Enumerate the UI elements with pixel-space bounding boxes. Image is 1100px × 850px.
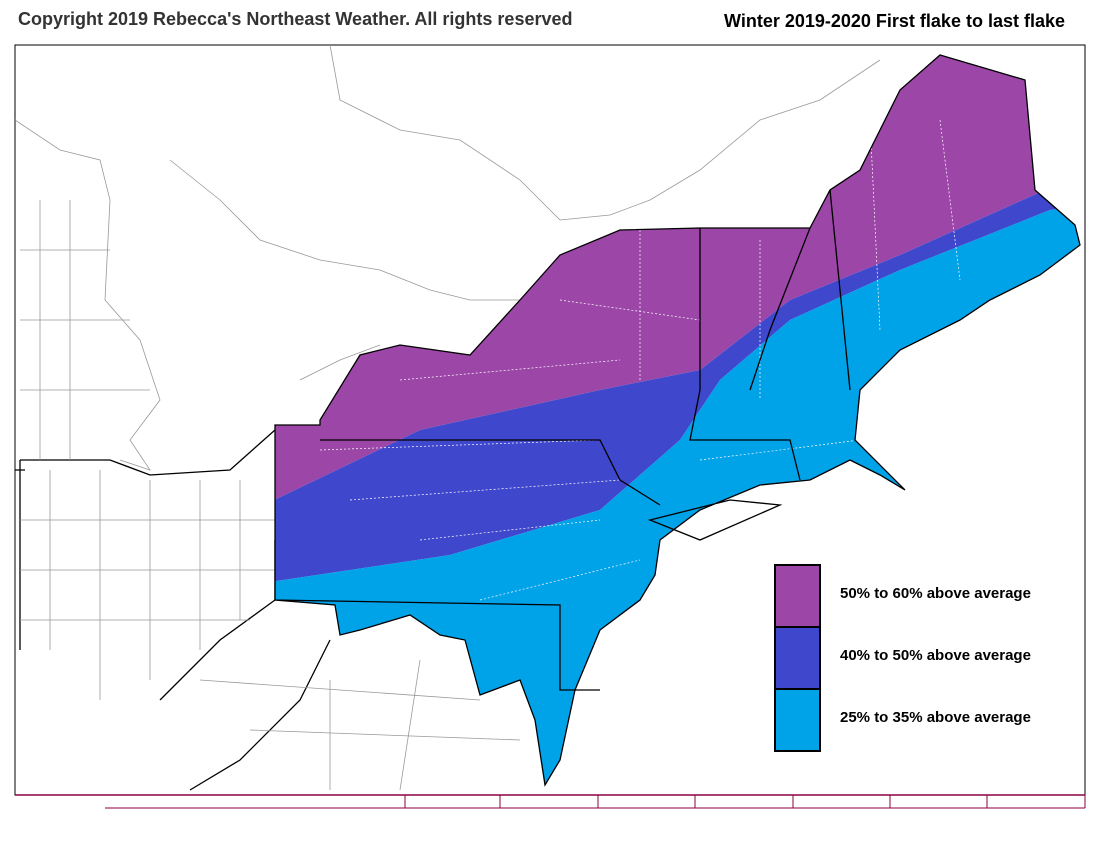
bottom-scale [105,795,1086,809]
legend-label: 25% to 35% above average [840,709,1031,726]
legend-label: 50% to 60% above average [840,585,1031,602]
title: Winter 2019-2020 First flake to last fla… [724,11,1065,31]
legend-swatch [774,688,821,752]
legend-swatch [774,626,821,690]
background-lines [14,44,881,791]
legend-label: 40% to 50% above average [840,647,1031,664]
copyright: Copyright 2019 Rebecca's Northeast Weath… [18,9,572,29]
legend: 50% to 60% above average 40% to 50% above… [774,564,1031,752]
band-40-50 [275,185,1080,582]
legend-swatch [774,564,821,628]
state-borders [274,54,1081,787]
